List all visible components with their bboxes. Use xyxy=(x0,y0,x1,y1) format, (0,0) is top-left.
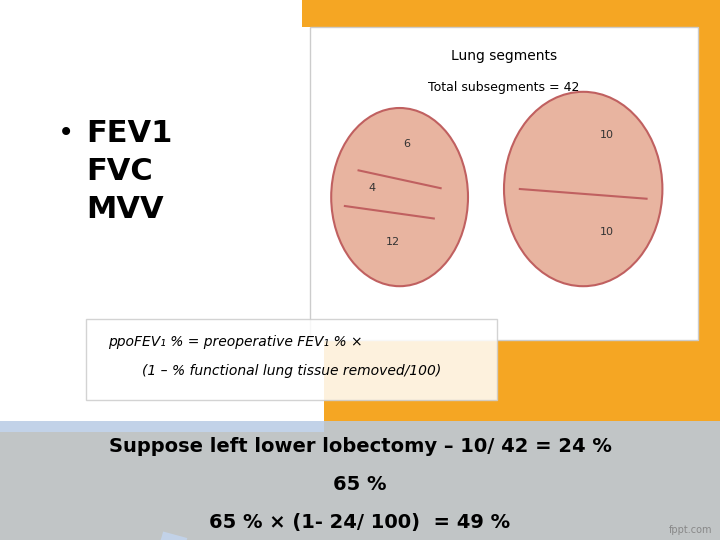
Text: FEV1
FVC
MVV: FEV1 FVC MVV xyxy=(86,119,173,224)
Text: •: • xyxy=(58,119,74,147)
Text: 4: 4 xyxy=(369,183,376,193)
Text: 10: 10 xyxy=(600,130,614,139)
Ellipse shape xyxy=(504,92,662,286)
Text: (1 – % functional lung tissue removed/100): (1 – % functional lung tissue removed/10… xyxy=(142,364,441,379)
Text: 65 %: 65 % xyxy=(333,475,387,494)
FancyBboxPatch shape xyxy=(310,27,698,340)
FancyBboxPatch shape xyxy=(302,0,720,540)
Text: 65 % × (1- 24/ 100)  = 49 %: 65 % × (1- 24/ 100) = 49 % xyxy=(210,513,510,532)
Text: 6: 6 xyxy=(403,139,410,148)
Text: Lung segments: Lung segments xyxy=(451,49,557,63)
Text: Total subsegments = 42: Total subsegments = 42 xyxy=(428,81,580,94)
Ellipse shape xyxy=(331,108,468,286)
FancyBboxPatch shape xyxy=(0,421,720,540)
Text: fppt.com: fppt.com xyxy=(670,524,713,535)
FancyBboxPatch shape xyxy=(0,351,720,540)
Text: ppoFEV₁ % = preoperative FEV₁ % ×: ppoFEV₁ % = preoperative FEV₁ % × xyxy=(108,335,363,349)
FancyBboxPatch shape xyxy=(0,0,720,432)
Text: 10: 10 xyxy=(600,227,614,237)
FancyBboxPatch shape xyxy=(86,319,497,400)
Text: 12: 12 xyxy=(386,237,400,247)
Text: Suppose left lower lobectomy – 10/ 42 = 24 %: Suppose left lower lobectomy – 10/ 42 = … xyxy=(109,437,611,456)
FancyBboxPatch shape xyxy=(0,27,324,432)
